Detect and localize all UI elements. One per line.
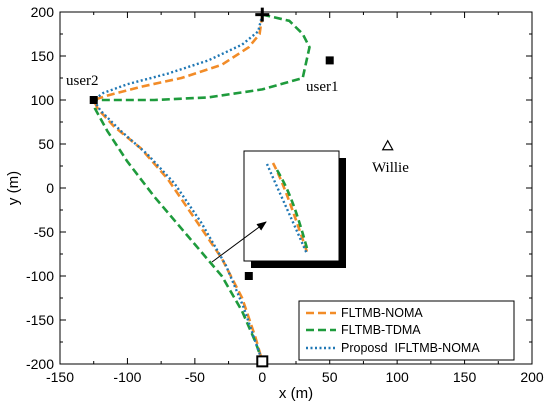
x-tick-label: 150: [453, 369, 477, 385]
marker-user2: [89, 96, 98, 104]
legend: FLTMB-NOMA FLTMB-TDMA Proposd IFLTMB-NOM…: [298, 300, 515, 361]
marker-start: [255, 7, 270, 22]
x-tick-label: 0: [258, 369, 266, 385]
y-tick-label: -50: [34, 224, 54, 240]
markers: [89, 7, 394, 368]
x-tick-label: -100: [113, 369, 141, 385]
annotation-user1: user1: [306, 79, 339, 95]
legend-label-noma: FLTMB-NOMA: [341, 306, 423, 320]
y-tick-label: 150: [31, 48, 55, 64]
marker-user1: [325, 56, 334, 65]
marker-Willie: [381, 139, 394, 151]
legend-label-tdma: FLTMB-TDMA: [341, 323, 421, 337]
x-axis-label: x (m): [279, 385, 313, 402]
zoom-arrow: [211, 221, 267, 263]
x-tick-label: 100: [385, 369, 409, 385]
axis-ticks: [59, 11, 533, 365]
y-tick-label: 100: [31, 92, 55, 108]
zoom-inset: [211, 150, 346, 268]
annotation-user2: user2: [66, 73, 99, 89]
y-axis-label: y (m): [5, 171, 22, 205]
inset-line-noma: [271, 162, 309, 253]
tick-labels: -150 -100 -50 0 50 100 150 200-200-150-100-5005…: [26, 4, 544, 385]
y-tick-label: 0: [46, 180, 54, 196]
legend-label-proposed: Proposd IFLTMB-NOMA: [341, 341, 480, 355]
annotation-willie: Willie: [372, 160, 409, 176]
x-tick-label: 200: [520, 369, 544, 385]
marker-end: [256, 355, 269, 368]
marker-jammer: [244, 272, 253, 280]
series-line-0: [92, 14, 264, 362]
y-tick-label: -100: [26, 268, 54, 284]
y-tick-label: -150: [26, 312, 54, 328]
y-tick-label: 50: [38, 136, 54, 152]
x-tick-label: -50: [185, 369, 205, 385]
x-tick-label: 50: [322, 369, 338, 385]
y-tick-label: 200: [31, 4, 55, 20]
x-tick-label: -150: [46, 369, 74, 385]
inset-line-proposed: [265, 163, 309, 255]
inset-line-tdma: [275, 169, 310, 253]
y-tick-label: -200: [26, 356, 54, 372]
